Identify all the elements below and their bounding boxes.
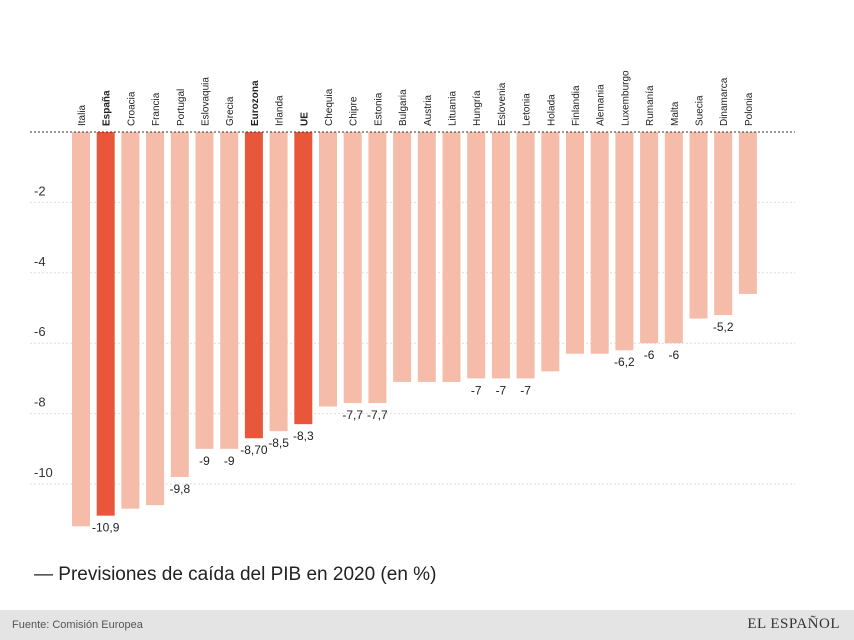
value-label: -7,7 [367,408,388,422]
bar-irlanda [269,132,288,432]
category-label: Suecia [695,95,706,126]
bar-finlandia [566,132,584,354]
category-label: Holada [546,94,557,126]
bar-alemania [590,132,609,354]
value-label: -10,9 [92,521,120,535]
bar-ue [294,132,313,425]
bars [72,132,757,527]
category-label: Portugal [176,89,187,126]
category-label: Chipre [349,96,360,126]
value-label: -9 [199,454,210,468]
bar-portugal [170,132,189,477]
value-label: -7,7 [342,408,363,422]
category-label: Estonia [373,92,384,126]
bar-malta [664,132,683,344]
category-label: España [102,90,113,126]
bar-polonia [738,132,757,294]
category-label: Bulgaria [398,89,409,126]
value-label: -8,3 [293,429,314,443]
bar-croacia [121,132,140,509]
footer-bar: Fuente: Comisión Europea EL ESPAÑOL [0,610,854,640]
y-tick-label: -8 [34,395,46,410]
category-label: Austria [423,94,434,126]
value-label: -9 [224,454,235,468]
category-label: Eurozona [250,80,261,126]
bar-chart: -2 -4 -6 -8 -10 Italia España Croacia Francia Po… [30,70,795,535]
bar-italia [72,132,90,527]
bar-españa [96,132,115,516]
category-label: Grecia [225,96,236,126]
category-label: Italia [77,104,88,126]
brand-logo: EL ESPAÑOL [747,616,840,632]
value-label: -7 [520,383,531,397]
category-label: Eslovaquia [201,77,212,126]
category-label: Hungría [472,90,483,126]
bar-grecia [220,132,239,449]
value-label: -7 [496,383,507,397]
bar-lituania [442,132,461,382]
category-label: Polonia [744,92,755,126]
value-label: -6,2 [614,355,635,369]
category-label: Croacia [126,91,137,126]
category-label: Finlandia [571,85,582,126]
bar-eurozona [244,132,263,439]
value-label: -5,2 [713,320,734,334]
value-label: -9,8 [169,482,190,496]
category-label: Lituania [448,91,459,126]
category-label: Luxemburgo [620,70,631,126]
category-label: Chequia [324,88,335,126]
category-label: Malta [670,101,681,126]
value-label: -8,5 [268,436,289,450]
bar-austria [417,132,436,382]
bar-chipre [343,132,362,404]
bar-bulgaria [393,132,412,382]
chart-title-text: — Previsiones de caída del PIB en 2020 (… [34,564,437,585]
value-label: -8,70 [240,443,268,457]
bar-luxemburgo [615,132,634,351]
bar-dinamarca [714,132,733,316]
y-tick-label: -4 [34,254,46,269]
category-label: Francia [151,92,162,126]
value-labels: -10,9 -9,8 -9 -9 -8,70-8,5 -8,3 -7,7 -7,7 -7 -7 -7… [92,320,734,535]
category-labels: Italia España Croacia Francia Portugal Eslova… [77,70,755,126]
bar-chequia [319,132,337,407]
bar-eslovenia [491,132,510,379]
y-tick-label: -2 [34,183,46,198]
y-axis-ticks: -2 -4 -6 -8 -10 [34,183,53,480]
category-label: Irlanda [275,95,286,126]
category-label: Letonia [522,93,533,126]
bar-hungría [467,132,486,379]
bar-letonia [516,132,535,379]
bar-eslovaquia [195,132,214,449]
bar-estonia [368,132,387,404]
bar-francia [146,132,165,506]
source-note: Fuente: Comisión Europea [12,619,143,631]
category-label: Rumanía [645,85,656,126]
category-label: Alemania [596,84,607,126]
y-tick-label: -10 [34,465,53,480]
bar-holada [541,132,560,372]
category-label: Eslovenia [497,82,508,126]
category-label: Dinamarca [719,77,730,126]
bar-suecia [689,132,708,319]
y-tick-label: -6 [34,324,46,339]
value-label: -6 [668,348,679,362]
value-label: -6 [644,348,655,362]
bar-rumanía [640,132,659,344]
chart-title: — Previsiones de caída del PIB en 2020 (… [34,564,436,586]
category-label: UE [299,112,310,126]
value-label: -7 [471,383,482,397]
